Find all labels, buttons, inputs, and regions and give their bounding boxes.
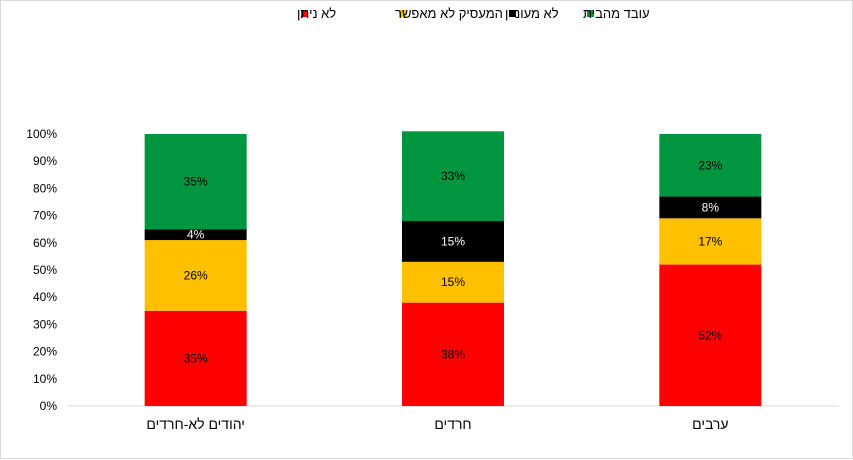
y-tick-label: 80%	[33, 181, 57, 195]
legend-label: לא מעוניין	[505, 6, 559, 21]
data-label: 52%	[698, 328, 722, 342]
bar-segment	[402, 221, 504, 262]
category-label: יהודים לא-חרדים	[146, 416, 245, 432]
data-label: 8%	[702, 200, 720, 214]
legend-swatch	[509, 10, 516, 17]
bar-stack: 38% 15% 15% 33%	[402, 131, 504, 406]
data-label: 17%	[698, 234, 722, 248]
legend-item: לא ניתן	[297, 6, 336, 21]
data-label: 26%	[184, 268, 208, 282]
legend-label: לא ניתן	[297, 6, 336, 21]
data-label: 15%	[441, 275, 465, 289]
bar-stack: 52% 17% 8% 23%	[659, 134, 762, 406]
y-tick-label: 10%	[33, 372, 57, 386]
data-label: 15%	[441, 234, 465, 248]
bar-segment	[402, 131, 504, 222]
y-tick-label: 70%	[33, 209, 57, 223]
legend-label: עובד מהבית	[583, 6, 650, 21]
y-tick-label: 30%	[33, 317, 57, 331]
data-label: 35%	[184, 175, 208, 189]
legend-item: לא מעוניין	[505, 6, 559, 21]
bar-segment	[402, 261, 504, 303]
bars: 35% 26% 4% 35% יהודים לא-חרדים 38% 15% 15% 33% חר…	[144, 131, 762, 432]
bar-segment	[659, 264, 762, 406]
category-label: חרדים	[434, 416, 471, 432]
data-label: 38%	[441, 347, 465, 361]
bar-segment	[144, 240, 247, 311]
bar-segment	[659, 196, 762, 219]
legend-swatch	[399, 10, 406, 17]
data-label: 35%	[184, 351, 208, 365]
legend-swatch	[587, 10, 594, 17]
bar-segment	[659, 218, 762, 265]
y-tick-label: 50%	[33, 263, 57, 277]
data-label: 23%	[698, 158, 722, 172]
y-tick-label: 0%	[40, 399, 58, 413]
data-label: 33%	[441, 169, 465, 183]
y-tick-label: 20%	[33, 345, 57, 359]
bar-segment	[144, 229, 247, 241]
legend-label: המעסיק לא מאפשר	[395, 6, 503, 21]
bar-segment	[402, 302, 504, 406]
bar-stack: 35% 26% 4% 35%	[144, 134, 247, 406]
data-label: 4%	[187, 228, 205, 242]
y-tick-label: 40%	[33, 290, 57, 304]
y-tick-label: 100%	[26, 127, 57, 141]
bar-segment	[144, 310, 247, 406]
bar-segment	[144, 134, 247, 230]
legend-item: עובד מהבית	[583, 6, 650, 21]
legend-item: המעסיק לא מאפשר	[395, 6, 503, 21]
y-tick-label: 90%	[33, 154, 57, 168]
bar-segment	[659, 134, 762, 197]
category-label: ערבים	[692, 416, 728, 432]
y-tick-label: 60%	[33, 236, 57, 250]
legend-swatch	[301, 10, 308, 17]
legend: לא ניתן המעסיק לא מאפשר לא מעוניין עובד מהב…	[297, 6, 650, 21]
